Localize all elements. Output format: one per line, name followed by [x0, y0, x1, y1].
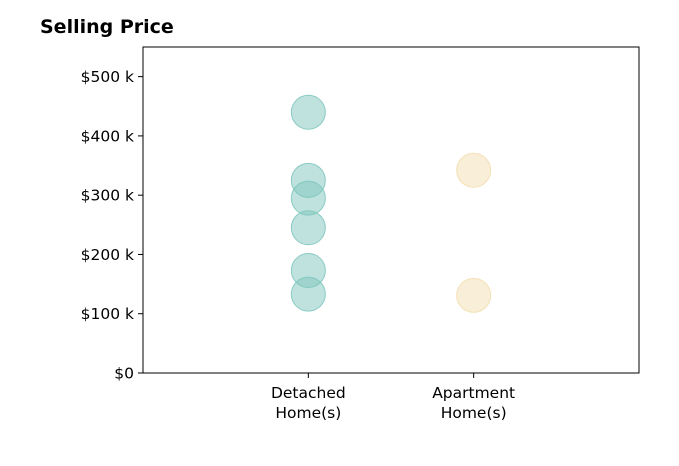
y-tick-label: $0: [114, 365, 134, 383]
y-tick-label: $400 k: [81, 127, 134, 145]
y-tick-label: $100 k: [81, 305, 134, 323]
data-point: [456, 152, 492, 188]
plot-frame: [142, 46, 640, 374]
y-tick-label: $200 k: [81, 246, 134, 264]
y-tick-label: $500 k: [81, 68, 134, 86]
x-tick-label: Apartment Home(s): [432, 384, 515, 422]
data-point: [290, 276, 326, 312]
y-tick-label: $300 k: [81, 187, 134, 205]
data-point: [456, 277, 492, 313]
chart-title: Selling Price: [40, 16, 174, 38]
data-point: [290, 180, 326, 216]
data-point: [290, 210, 326, 246]
x-tick-label: Detached Home(s): [271, 384, 346, 422]
data-point: [290, 94, 326, 130]
